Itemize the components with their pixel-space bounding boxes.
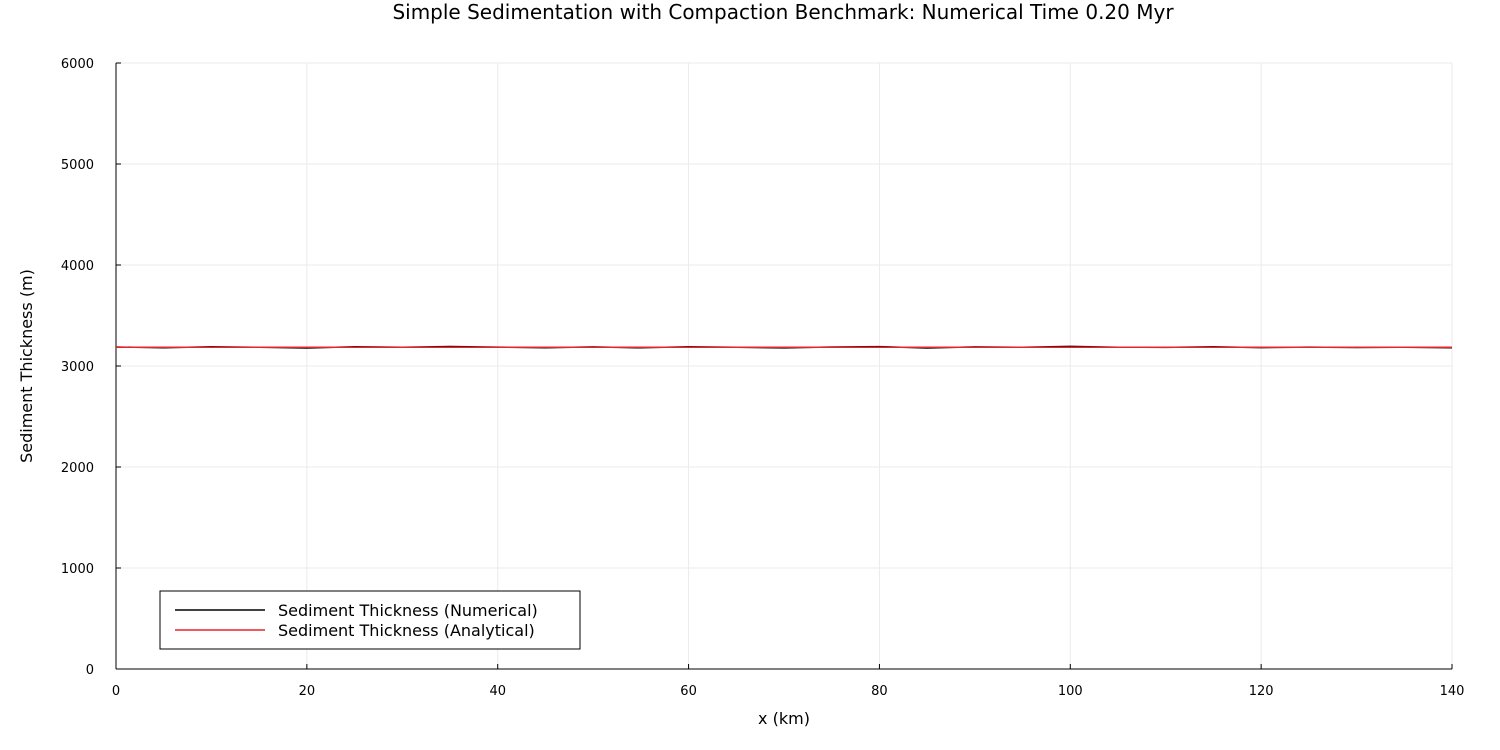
x-tick-label: 100 — [1058, 684, 1083, 699]
x-tick-label: 120 — [1249, 684, 1274, 699]
y-axis-label: Sediment Thickness (m) — [17, 269, 36, 463]
x-tick-label: 0 — [112, 684, 120, 699]
x-tick-label: 80 — [871, 684, 888, 699]
legend-box — [159, 590, 581, 650]
legend-label-numerical: Sediment Thickness (Numerical) — [278, 601, 538, 620]
grid-lines — [115, 62, 1453, 670]
y-tick-label: 5000 — [61, 158, 94, 173]
x-tick-label: 60 — [680, 684, 697, 699]
y-tick-label: 4000 — [61, 259, 94, 274]
series-lines — [115, 345, 1453, 349]
y-tick-label: 0 — [86, 663, 94, 678]
x-axis-label: x (km) — [758, 709, 810, 728]
x-axis-ticks: 0 20 40 60 80 100 120 140 — [112, 664, 1465, 699]
y-tick-label: 1000 — [61, 562, 94, 577]
y-tick-label: 3000 — [61, 360, 94, 375]
legend: Sediment Thickness (Numerical) Sediment … — [159, 590, 581, 650]
x-tick-label: 40 — [489, 684, 506, 699]
x-tick-label: 140 — [1440, 684, 1465, 699]
y-axis-ticks: 0 1000 2000 3000 4000 5000 6000 — [61, 57, 121, 678]
legend-label-analytical: Sediment Thickness (Analytical) — [278, 621, 535, 640]
chart-title: Simple Sedimentation with Compaction Ben… — [392, 0, 1174, 24]
y-tick-label: 2000 — [61, 461, 94, 476]
y-tick-label: 6000 — [61, 57, 94, 72]
x-tick-label: 20 — [299, 684, 316, 699]
